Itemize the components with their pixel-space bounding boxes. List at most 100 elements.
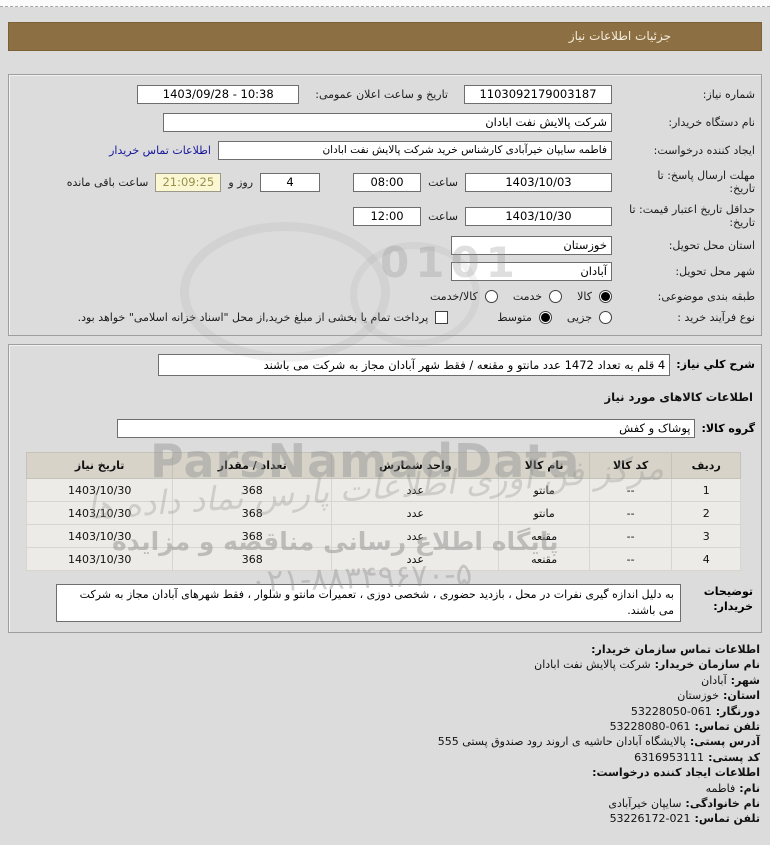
need-desc-input[interactable]: 4 قلم به تعداد 1472 عدد مانتو و مقنعه / … <box>158 354 671 376</box>
contact-line: تلفن تماس:53226172-021 <box>10 811 760 826</box>
contact-line: آدرس پستی:پالایشگاه آبادان حاشیه ی اروند… <box>10 734 760 749</box>
table-cell: 2 <box>671 501 741 525</box>
table-cell: -- <box>588 524 673 548</box>
creator-label: ایجاد کننده درخواست: <box>653 144 755 157</box>
deadline-date-input[interactable]: 1403/10/03 <box>465 172 612 192</box>
deadline-time-input[interactable]: 08:00 <box>353 172 422 192</box>
table-cell: 1403/10/30 <box>25 524 174 548</box>
table-cell: -- <box>588 547 673 571</box>
contact-heading: اطلاعات تماس سازمان خریدار: <box>10 642 760 657</box>
table-cell: 3 <box>671 524 741 548</box>
table-cell: مانتو <box>498 501 590 525</box>
table-cell: 368 <box>172 524 333 548</box>
contact-line: نام سازمان خریدار:شرکت پالایش نفت ابادان <box>10 657 760 672</box>
table-header-cell: واحد شمارش <box>331 452 500 479</box>
deadline-hour-label: ساعت <box>428 175 458 189</box>
province-input[interactable]: خوزستان <box>451 236 612 255</box>
general-info-box: شماره نیاز: 1103092179003187 تاریخ و ساع… <box>8 74 762 336</box>
need-number-label: شماره نیاز: <box>702 88 755 101</box>
top-divider <box>0 0 770 7</box>
countdown-timer: 21:09:25 <box>155 172 222 192</box>
table-cell: -- <box>588 478 673 502</box>
announce-datetime-input[interactable]: 1403/09/28 - 10:38 <box>137 85 300 104</box>
buyer-contact-link[interactable]: اطلاعات تماس خریدار <box>109 144 211 157</box>
validity-time-input[interactable]: 12:00 <box>353 206 422 226</box>
table-cell: -- <box>588 501 673 525</box>
category-label: طبقه بندی موضوعی: <box>657 290 755 303</box>
table-cell: 1403/10/30 <box>25 501 174 525</box>
table-cell: 4 <box>671 547 741 571</box>
creator-input[interactable]: فاطمه سایپان خیرآبادی کارشناس خرید شرکت … <box>218 141 612 160</box>
contact-line: استان: خوزستان <box>10 688 760 703</box>
contact-line: نام:فاطمه <box>10 781 760 796</box>
days-label: روز و <box>228 175 254 189</box>
treasury-checkbox[interactable] <box>435 311 449 324</box>
table-cell: مقنعه <box>498 524 590 548</box>
deadline-row: مهلت ارسال پاسخ: تا تاریخ: 1403/10/03 سا… <box>15 169 755 195</box>
buyer-notes-textarea[interactable]: به دلیل اندازه گیری نفرات در محل ، بازدی… <box>56 584 681 622</box>
contact-line-label: اطلاعات ایجاد کننده درخواست: <box>592 766 760 780</box>
table-cell: مانتو <box>498 478 590 502</box>
table-cell: 368 <box>172 478 333 502</box>
goods-info-heading: اطلاعات کالاهای مورد نیاز <box>604 390 753 404</box>
need-number-input[interactable]: 1103092179003187 <box>464 85 612 104</box>
contact-line-value: آبادان <box>701 673 727 687</box>
treasury-note: پرداخت تمام یا بخشی از مبلغ خرید,از محل … <box>77 311 429 324</box>
radio-service[interactable] <box>549 290 563 303</box>
validity-date-input[interactable]: 1403/10/30 <box>465 206 612 226</box>
city-label: شهر محل تحویل: <box>675 265 755 278</box>
process-type-row: نوع فرآیند خرید : جزیی متوسط پرداخت تمام… <box>15 311 755 324</box>
table-header-cell: ردیف <box>671 452 741 479</box>
radio-goods[interactable] <box>599 290 612 303</box>
province-row: استان محل تحویل: خوزستان <box>15 236 755 255</box>
goods-group-row: گروه کالا: پوشاک و کفش <box>15 419 755 438</box>
contact-line-value: 6316953111 <box>634 750 705 764</box>
radio-medium[interactable] <box>538 311 552 324</box>
items-table-body: 1 -- مانتو عدد 368 1403/10/30 2 -- مانتو عدد 368 14… <box>25 478 741 571</box>
buyer-org-input[interactable]: شرکت پالایش نفت ابادان <box>163 113 612 132</box>
radio-minor[interactable] <box>599 311 612 324</box>
buyer-org-row: نام دستگاه خریدار: شرکت پالایش نفت ابادا… <box>15 113 755 132</box>
process-label: نوع فرآیند خرید : <box>677 311 755 324</box>
goods-group-label: گروه کالا: <box>701 422 755 435</box>
buyer-notes-label-line1: توضیحات <box>703 585 753 598</box>
contact-line-value: پالایشگاه آبادان حاشیه ی اروند رود صندوق… <box>437 735 686 749</box>
category-row: طبقه بندی موضوعی: کالا خدمت کالا/خدمت <box>15 290 755 303</box>
creator-row: ایجاد کننده درخواست: فاطمه سایپان خیرآبا… <box>15 141 755 160</box>
items-table: ردیف کد کالا نام کالا واحد شمارش تعداد / مقد… <box>25 452 741 571</box>
goods-group-input[interactable]: پوشاک و کفش <box>117 419 696 438</box>
table-cell: 368 <box>172 501 333 525</box>
announce-label: تاریخ و ساعت اعلان عمومی: <box>315 88 448 101</box>
radio-goods-service[interactable] <box>484 290 498 303</box>
contact-line-label: کد پستی: <box>708 750 760 764</box>
contact-line-label: نام: <box>739 781 760 795</box>
contact-line-value: 53228050-061 <box>630 704 712 718</box>
contact-line-value: 53228080-061 <box>609 720 691 734</box>
need-desc-label: شرح کلي نیاز: <box>676 358 755 371</box>
radio-minor-label: جزیی <box>566 311 592 324</box>
table-cell: عدد <box>331 524 500 548</box>
contact-line-label: دورنگار: <box>715 704 760 718</box>
buyer-org-label: نام دستگاه خریدار: <box>668 116 755 129</box>
table-cell: 1403/10/30 <box>25 547 174 571</box>
contact-line: نام خانوادگی:سایپان خیرآبادی <box>10 796 760 811</box>
table-row: 3 -- مقنعه عدد 368 1403/10/30 <box>25 524 741 548</box>
table-cell: 1403/10/30 <box>25 478 174 502</box>
buyer-notes-row: توضیحات خریدار: به دلیل اندازه گیری نفرا… <box>15 584 755 622</box>
contact-line: دورنگار:53228050-061 <box>10 704 760 719</box>
province-label: استان محل تحویل: <box>668 239 755 252</box>
contact-line-value: سایپان خیرآبادی <box>608 797 682 811</box>
contact-line-value: 53226172-021 <box>609 812 691 826</box>
table-row: 2 -- مانتو عدد 368 1403/10/30 <box>25 501 741 525</box>
contact-line: تلفن تماس:53228080-061 <box>10 719 760 734</box>
contact-line-label: آدرس پستی: <box>689 735 760 749</box>
need-details-box: شرح کلي نیاز: 4 قلم به تعداد 1472 عدد ما… <box>8 344 762 633</box>
contact-line-value: خوزستان <box>677 689 719 703</box>
table-cell: عدد <box>331 501 500 525</box>
city-input[interactable]: آبادان <box>451 262 612 281</box>
contact-line-label: شهر: <box>730 673 760 687</box>
contact-line-value: شرکت پالایش نفت ابادان <box>534 658 651 672</box>
table-header-cell: تعداد / مقدار <box>172 452 333 479</box>
buyer-notes-label-line2: خریدار: <box>713 600 753 613</box>
table-header-cell: تاریخ نیاز <box>25 452 174 479</box>
